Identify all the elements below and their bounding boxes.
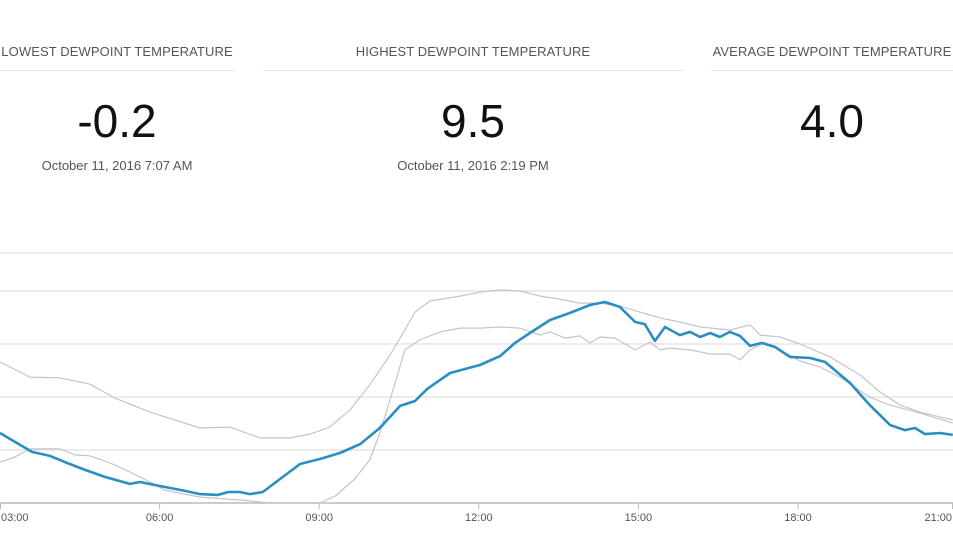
stat-date: October 11, 2016 7:07 AM bbox=[41, 158, 193, 173]
stat-value: 4.0 bbox=[800, 95, 864, 147]
stat-title: HIGHEST DEWPOINT TEMPERATURE bbox=[355, 44, 591, 59]
x-tick-label: 06:00 bbox=[146, 512, 174, 524]
x-tick-label: 12:00 bbox=[465, 512, 493, 524]
series-line-comparison-lower bbox=[0, 326, 953, 504]
series-line-main bbox=[0, 300, 953, 497]
divider bbox=[711, 70, 953, 71]
series-line-comparison-upper bbox=[0, 289, 953, 439]
x-tick-label: 15:00 bbox=[625, 512, 653, 524]
divider bbox=[263, 70, 683, 71]
stat-value: -0.2 bbox=[77, 95, 157, 147]
stat-date: October 11, 2016 2:19 PM bbox=[397, 158, 549, 173]
stat-title: LOWEST DEWPOINT TEMPERATURE bbox=[1, 44, 233, 59]
x-tick-label: 09:00 bbox=[305, 512, 333, 524]
x-tick-label: 03:00 bbox=[1, 512, 29, 524]
stat-value: 9.5 bbox=[441, 95, 505, 147]
x-tick-label: 18:00 bbox=[784, 512, 812, 524]
x-tick-label: 21:00 bbox=[924, 512, 952, 524]
stat-title: AVERAGE DEWPOINT TEMPERATURE bbox=[712, 44, 952, 59]
divider bbox=[0, 70, 234, 71]
